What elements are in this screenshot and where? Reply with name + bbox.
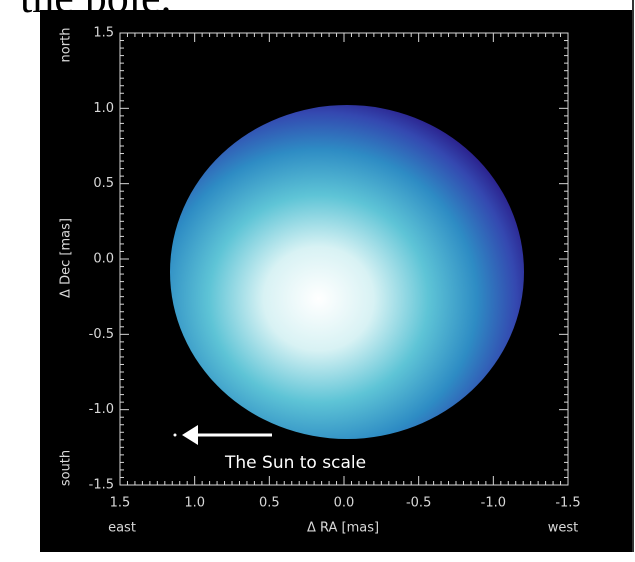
x-tick-label: 0.0 xyxy=(334,496,355,511)
x-tick-label: -0.5 xyxy=(406,496,431,511)
y-tick-label: 1.5 xyxy=(93,26,114,41)
x-end-label: west xyxy=(548,521,579,536)
x-tick-label: -1.5 xyxy=(555,496,580,511)
sun xyxy=(173,433,177,437)
x-tick-label: 0.5 xyxy=(259,496,280,511)
y-end-label: north xyxy=(59,28,74,63)
y-tick-label: -0.5 xyxy=(89,327,114,342)
y-axis-label: Δ Dec [mas] xyxy=(59,218,74,298)
y-tick-label: 0.0 xyxy=(93,252,114,267)
y-tick-label: 1.0 xyxy=(93,101,114,116)
y-end-label: south xyxy=(59,450,74,486)
x-tick-label: 1.5 xyxy=(110,496,131,511)
x-tick-label: -1.0 xyxy=(481,496,506,511)
x-tick-label: 1.0 xyxy=(184,496,205,511)
y-tick-label: 0.5 xyxy=(93,176,114,191)
arrow-head xyxy=(182,425,198,445)
annotation: The Sun to scale xyxy=(224,453,366,473)
x-end-label: east xyxy=(108,521,136,536)
y-tick-label: -1.0 xyxy=(89,402,114,417)
star xyxy=(170,105,524,439)
x-axis-label: Δ RA [mas] xyxy=(307,521,379,536)
y-tick-label: -1.5 xyxy=(89,478,114,493)
